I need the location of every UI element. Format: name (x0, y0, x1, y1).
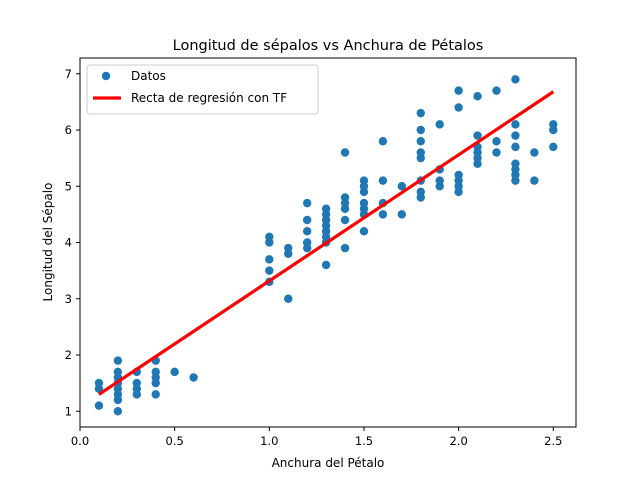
data-point (454, 86, 463, 95)
data-point (321, 204, 331, 213)
data-point (265, 266, 274, 275)
data-point (492, 148, 501, 157)
y-tick-label: 7 (65, 67, 72, 81)
data-point (511, 142, 520, 152)
x-tick-label: 1.5 (355, 434, 373, 448)
data-point (492, 137, 501, 146)
data-point (265, 232, 274, 242)
data-point (94, 378, 104, 388)
data-point (113, 367, 123, 377)
data-point (511, 75, 520, 84)
x-tick-label: 2.0 (449, 434, 467, 448)
data-point (511, 131, 520, 140)
x-axis-label: Anchura del Pétalo (272, 456, 385, 470)
plot-area (94, 75, 558, 416)
data-point (132, 378, 141, 388)
data-point (549, 120, 558, 129)
data-point (416, 108, 425, 118)
data-point (511, 120, 520, 129)
data-point (265, 255, 274, 264)
y-tick-label: 2 (65, 348, 72, 362)
data-point (378, 137, 388, 146)
data-point (189, 373, 198, 382)
data-point (549, 142, 558, 152)
data-point (397, 210, 407, 219)
data-point (454, 170, 463, 180)
chart-title: Longitud de sépalos vs Anchura de Pétalo… (173, 38, 484, 54)
data-point (302, 215, 312, 225)
data-point (359, 198, 369, 208)
data-point (302, 238, 312, 247)
data-point (416, 187, 425, 197)
data-point (530, 176, 539, 185)
data-point (170, 367, 179, 377)
data-point (340, 148, 350, 157)
data-point (378, 210, 388, 219)
legend-marker-datos (101, 71, 111, 81)
x-tick-label: 0.5 (166, 434, 184, 448)
data-point (113, 356, 123, 365)
y-tick-label: 5 (65, 179, 72, 193)
data-point (321, 260, 331, 270)
legend-box (86, 64, 319, 115)
x-tick-label: 1.0 (260, 434, 278, 448)
data-point (435, 176, 444, 185)
data-point (302, 198, 312, 208)
data-point (511, 159, 520, 168)
data-point (340, 243, 350, 253)
data-point (284, 294, 293, 303)
data-point (340, 215, 350, 225)
data-point (359, 227, 369, 236)
data-point (530, 148, 539, 157)
data-point (113, 407, 123, 416)
legend-label-datos: Datos (131, 69, 166, 83)
legend-label-regresion: Recta de regresión con TF (131, 91, 287, 105)
data-point (435, 120, 444, 129)
data-point (359, 176, 369, 185)
data-point (416, 137, 425, 146)
data-point (302, 227, 312, 236)
y-tick-label: 1 (65, 404, 72, 418)
data-point (284, 243, 293, 253)
y-tick-label: 4 (65, 236, 72, 250)
data-point (94, 401, 104, 410)
y-tick-label: 6 (65, 123, 72, 137)
data-point (151, 367, 160, 377)
x-tick-label: 2.5 (544, 434, 562, 448)
data-point (378, 176, 388, 185)
data-point (416, 148, 425, 157)
data-point (151, 390, 160, 399)
data-point (473, 92, 482, 101)
y-axis-label: Longitud del Sépalo (41, 183, 55, 302)
axes: 0.0 0.5 1.0 1.5 2.0 2.5 1 2 3 4 5 6 7 (65, 57, 577, 448)
y-tick-label: 3 (65, 292, 72, 306)
data-point (340, 193, 350, 202)
legend: Datos Recta de regresión con TF (86, 64, 319, 115)
data-point (397, 182, 407, 191)
data-point (473, 131, 482, 140)
x-tick-label: 0.0 (71, 434, 89, 448)
data-point (416, 125, 425, 135)
data-point (492, 86, 501, 95)
data-point (454, 103, 463, 112)
regression-line (98, 90, 555, 396)
